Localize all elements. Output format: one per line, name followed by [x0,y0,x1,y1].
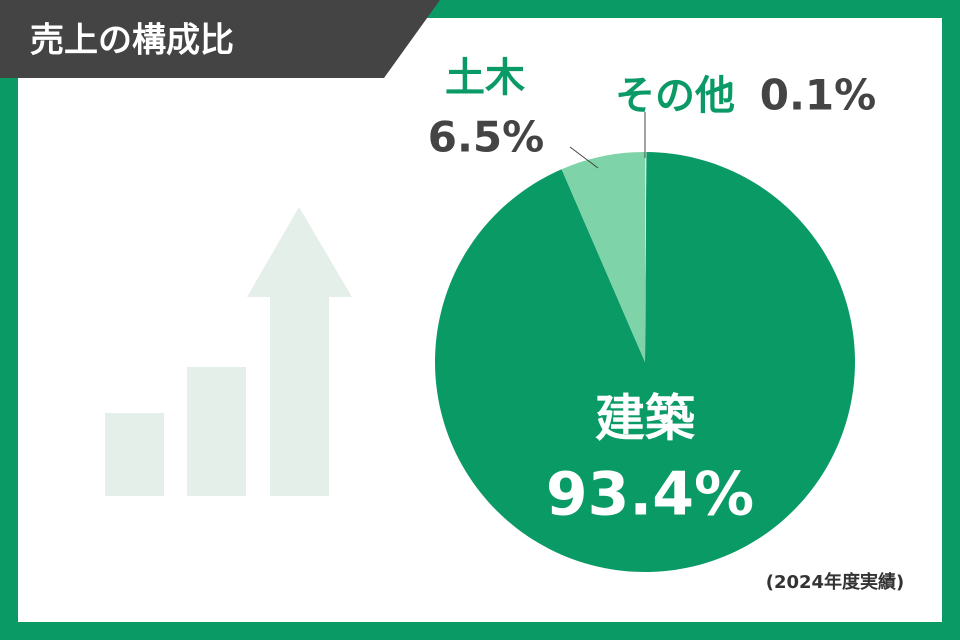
slice-label: 土木 [445,55,525,101]
note: (2024年度実績) [766,571,905,593]
leader-line [569,146,599,169]
title-banner [0,0,440,78]
decoration [105,207,352,496]
slice-label: 建築 [595,390,696,448]
chart-title: 売上の構成比 [30,21,234,61]
slice-label: その他 [615,73,735,119]
value-label: 0.1% [760,71,876,120]
value-label: 93.4% [546,460,754,530]
value-label: 6.5% [428,113,544,162]
pie-slice [434,152,855,573]
pie-slice [645,152,647,362]
pie-slice [561,152,645,362]
pie [434,152,855,573]
